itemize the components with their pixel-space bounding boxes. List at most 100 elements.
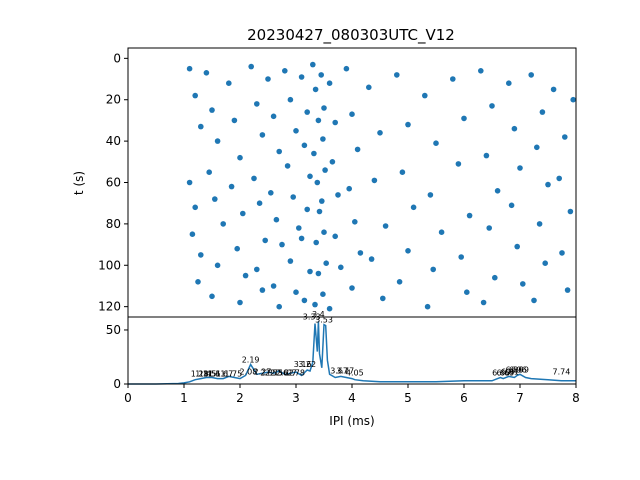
scatter-point — [276, 148, 283, 155]
scatter-point — [433, 140, 439, 146]
scatter-point — [195, 279, 201, 285]
peak-label: 6.86 — [505, 365, 523, 374]
peak-label: 2.53 — [265, 369, 283, 378]
y-tick-label: 60 — [106, 176, 121, 190]
scatter-point — [253, 266, 260, 273]
y-tick-label: 80 — [106, 217, 121, 231]
peak-label: 3.53 — [315, 316, 333, 325]
scatter-point — [536, 221, 543, 227]
scatter-point — [293, 289, 299, 296]
scatter-point — [357, 250, 364, 256]
scatter-point — [410, 204, 417, 211]
scatter-point — [332, 233, 339, 240]
scatter-point — [265, 76, 271, 82]
peak-label: 3.22 — [298, 360, 316, 369]
scatter-point — [455, 161, 462, 167]
scatter-point — [298, 235, 305, 242]
bottom-y-axis: 0 50 — [106, 323, 128, 391]
scatter-point — [214, 138, 221, 144]
scatter-point — [354, 146, 361, 153]
histogram-line — [128, 321, 576, 385]
scatter-point — [206, 169, 212, 175]
scatter-point — [332, 119, 339, 126]
scatter-point — [570, 96, 576, 103]
scatter-point — [545, 181, 551, 188]
scatter-point — [296, 225, 302, 231]
scatter-point — [318, 72, 325, 78]
scatter-point — [273, 216, 280, 223]
scatter-point — [186, 65, 193, 72]
y-tick-label: 40 — [106, 134, 121, 148]
scatter-point — [284, 163, 291, 169]
scatter-point — [198, 123, 204, 130]
scatter-point — [371, 177, 378, 184]
scatter-point — [382, 223, 389, 229]
scatter-point — [203, 70, 210, 76]
peak-label: 1.75 — [224, 370, 242, 379]
scatter-point — [377, 130, 383, 136]
scatter-point — [310, 61, 316, 68]
peak-label: 1.31 — [195, 370, 213, 379]
scatter-point — [279, 241, 285, 248]
scatter-point — [304, 109, 311, 115]
scatter-point — [298, 74, 305, 80]
peak-label: 2.08 — [239, 367, 257, 376]
scatter-point — [326, 80, 333, 86]
peak-label: 3.4 — [312, 310, 325, 319]
scatter-point — [343, 65, 350, 72]
scatter-point — [287, 258, 294, 264]
y-tick-label: 50 — [106, 323, 121, 337]
scatter-point — [534, 144, 540, 151]
scatter-point — [209, 293, 215, 300]
x-tick-label: 4 — [348, 391, 356, 405]
peak-label: 2.78 — [287, 369, 305, 378]
scatter-point — [556, 175, 562, 182]
scatter-point — [237, 299, 243, 306]
scatter-point — [323, 260, 330, 267]
scatter-point — [293, 128, 299, 134]
y-tick-label: 0 — [113, 51, 121, 65]
scatter-point — [186, 179, 193, 186]
peak-label: 2.62 — [276, 369, 294, 378]
peak-label: 2.7 — [284, 369, 297, 378]
scatter-point — [480, 299, 487, 306]
scatter-point — [349, 111, 355, 117]
scatter-point — [542, 260, 548, 267]
peak-label: 6.81 — [501, 367, 519, 376]
scatter-point — [528, 72, 534, 78]
scatter-point — [256, 200, 263, 206]
scatter-point — [240, 210, 246, 217]
scatter-point — [307, 268, 313, 275]
peak-label: 7.74 — [552, 367, 570, 376]
scatter-point — [220, 221, 226, 227]
top-y-axis: 0 20 40 60 80 100 120 — [98, 51, 128, 314]
scatter-point — [438, 229, 445, 235]
scatter-point — [228, 183, 235, 190]
scatter-point — [198, 252, 204, 258]
peak-label: 2.56 — [270, 369, 288, 378]
scatter-point — [396, 279, 403, 285]
scatter-point — [319, 198, 325, 204]
scatter-point — [422, 92, 428, 99]
scatter-point — [564, 287, 571, 293]
histogram-line-group — [128, 321, 576, 385]
scatter-point — [489, 103, 495, 109]
scatter-point — [287, 96, 294, 103]
scatter-point — [253, 101, 260, 107]
y-axis-label: t (s) — [72, 171, 86, 195]
bottom-x-axis: 0 1 2 3 4 5 6 7 8 — [124, 384, 580, 405]
x-tick-label: 8 — [572, 391, 580, 405]
scatter-point — [212, 196, 218, 202]
scatter-point — [366, 84, 372, 91]
scatter-point — [352, 219, 358, 225]
peak-label: 2.19 — [242, 356, 260, 365]
scatter-point — [248, 63, 254, 70]
scatter-point — [478, 68, 484, 74]
scatter-point — [329, 159, 336, 165]
scatter-point — [214, 262, 221, 269]
scatter-point — [427, 192, 434, 198]
scatter-point — [506, 80, 512, 86]
scatter-point — [321, 105, 327, 111]
peak-label: 2.37 — [260, 369, 278, 378]
